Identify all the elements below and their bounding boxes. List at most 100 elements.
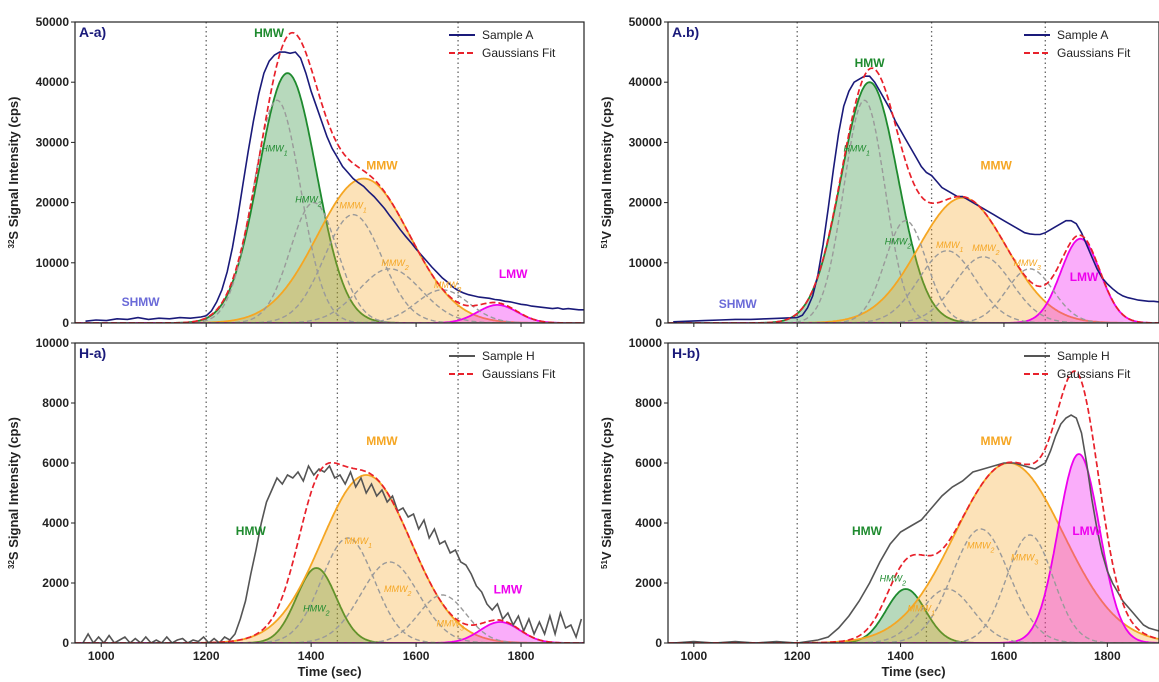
component-label-subscript: 2 [325, 610, 330, 617]
y-tick-label: 30000 [629, 135, 663, 149]
gaussian-fill-lmw [75, 304, 584, 323]
gaussian-curve-lmw [668, 237, 1159, 323]
y-tick-label: 0 [655, 316, 662, 330]
gaussian-fill-lmw [75, 622, 584, 643]
gaussian-fill-hmw [75, 73, 584, 323]
panel-H-b: 0 2000 4000 6000 8000 10000 1000 1200 1400 1600 18… [599, 336, 1159, 679]
component-label: MMW1 [339, 201, 367, 215]
component-curve [75, 594, 584, 643]
gaussian-fill-mmw [75, 475, 584, 643]
region-label-lmw: LMW [494, 583, 523, 597]
component-label-text: MMW [936, 240, 961, 250]
y-tick-label: 30000 [36, 135, 70, 149]
region-label-mmw: MMW [366, 434, 398, 448]
component-label-subscript: 1 [959, 246, 963, 253]
y-tick-label: 50000 [36, 15, 70, 29]
gaussian-fill-lmw [668, 238, 1159, 323]
x-axis-label: Time (sec) [881, 664, 945, 679]
component-label-subscript: 1 [284, 150, 288, 157]
y-axis-label-text: S Signal Intensity (cps) [6, 97, 21, 240]
y-axis-label-superscript: 51 [600, 239, 609, 248]
component-label: MMW1 [936, 240, 964, 254]
y-axis-label-text: V Signal Intensity (cps) [599, 417, 614, 560]
component-curve [75, 537, 584, 643]
y-tick-label: 0 [62, 316, 69, 330]
gaussians-fit-line [75, 461, 584, 643]
x-tick-label: 1400 [887, 649, 914, 663]
component-label-text: MMW [967, 541, 992, 551]
component-label-text: MMW [972, 243, 997, 253]
region-label-lmw: LMW [1070, 270, 1099, 284]
axes-frame [74, 21, 585, 324]
region-label-hmw: HMW [236, 524, 267, 538]
component-label-subscript: 3 [1037, 264, 1041, 271]
component-label-subscript: 2 [407, 591, 412, 598]
legend-entry: Gaussians Fit [482, 46, 556, 60]
gaussian-curve-hmw [75, 567, 584, 643]
y-tick-label: 10000 [36, 336, 70, 350]
component-label-text: MMW [436, 619, 461, 629]
component-label-text: HMW [885, 237, 909, 247]
panel-label: A-a) [79, 24, 106, 40]
x-tick-label: 1400 [298, 649, 325, 663]
component-label-text: MMW [384, 584, 409, 594]
gaussians-fit-line [668, 67, 1159, 323]
region-label-shmw: SHMW [719, 297, 758, 311]
component-label: HMW1 [261, 143, 288, 157]
y-tick-label: 0 [655, 636, 662, 650]
region-label-mmw: MMW [981, 434, 1013, 448]
y-axis-label: 32S Signal Intensity (cps) [6, 417, 21, 569]
component-label-text: MMW [1011, 553, 1036, 563]
y-axis-label-text: V Signal Intensity (cps) [599, 97, 614, 240]
x-tick-label: 1200 [193, 649, 220, 663]
component-label-subscript: 1 [866, 150, 870, 157]
gaussian-curve-mmw [668, 462, 1159, 643]
y-tick-label: 4000 [635, 516, 662, 530]
gaussian-fill-mmw [75, 178, 584, 323]
gaussian-fill-lmw [668, 454, 1159, 643]
y-tick-label: 8000 [635, 396, 662, 410]
x-tick-label: 1800 [508, 649, 535, 663]
component-label: MMW3 [436, 619, 464, 633]
component-label-subscript: 1 [368, 543, 372, 550]
y-axis-label: 51V Signal Intensity (cps) [599, 417, 614, 569]
y-axis-label-text: S Signal Intensity (cps) [6, 417, 21, 560]
component-curve [75, 213, 584, 323]
y-tick-label: 20000 [629, 196, 663, 210]
component-label: MMW3 [434, 280, 462, 294]
y-tick-label: 40000 [36, 75, 70, 89]
component-label-text: MMW [908, 604, 933, 614]
component-label-subscript: 3 [457, 287, 461, 294]
component-label-text: HMW [261, 143, 285, 153]
x-tick-label: 1800 [1094, 649, 1121, 663]
plot-area [668, 343, 1159, 643]
y-tick-label: 2000 [635, 576, 662, 590]
x-tick-label: 1600 [991, 649, 1018, 663]
gaussian-curve-lmw [668, 453, 1159, 643]
region-label-hmw: HMW [852, 524, 883, 538]
axes-frame [667, 21, 1159, 324]
y-axis-label-superscript: 32 [7, 560, 16, 569]
y-tick-label: 8000 [42, 396, 69, 410]
component-label: HMW1 [843, 143, 870, 157]
gaussian-curve-lmw [75, 304, 584, 323]
sample-line [82, 464, 583, 643]
gaussian-fill-hmw [75, 568, 584, 643]
legend-entry: Gaussians Fit [1057, 46, 1131, 60]
region-label-lmw: LMW [1072, 524, 1101, 538]
component-label-text: HMW [843, 143, 867, 153]
y-tick-label: 2000 [42, 576, 69, 590]
axes-frame [667, 342, 1159, 644]
panel-A-b: 0 10000 20000 30000 40000 50000 51V Signal Int… [599, 15, 1159, 330]
y-tick-label: 50000 [629, 15, 663, 29]
component-label: HMW2 [303, 604, 330, 618]
component-label-text: MMW [1014, 258, 1039, 268]
y-tick-label: 40000 [629, 75, 663, 89]
region-label-mmw: MMW [366, 158, 398, 172]
x-tick-label: 1000 [680, 649, 707, 663]
region-label-mmw: MMW [981, 158, 1013, 172]
gaussian-fill-hmw [668, 82, 1159, 323]
gaussian-fill-hmw [668, 589, 1159, 643]
